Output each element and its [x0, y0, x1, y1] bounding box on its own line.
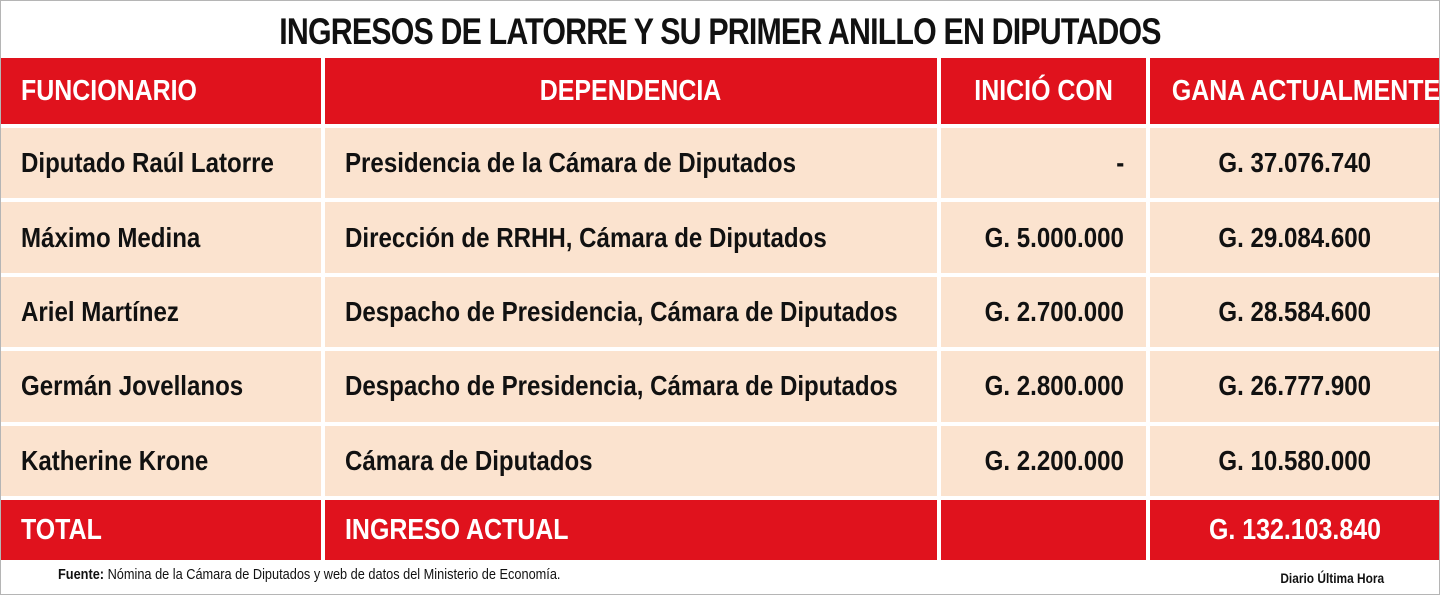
- source-label: Fuente:: [58, 566, 105, 583]
- cell-dependencia: Dirección de RRHH, Cámara de Diputados: [323, 200, 941, 277]
- cell-gana-actualmente: G. 37.076.740: [1148, 126, 1439, 203]
- column-header-funcionario: FUNCIONARIO: [1, 58, 325, 128]
- source-note: Fuente: Nómina de la Cámara de Diputados…: [58, 566, 560, 583]
- cell-funcionario: Katherine Krone: [1, 423, 325, 501]
- table-row: Diputado Raúl Latorre Presidencia de la …: [1, 126, 1439, 203]
- page-title: INGRESOS DE LATORRE Y SU PRIMER ANILLO E…: [279, 11, 1161, 52]
- total-dependencia: INGRESO ACTUAL: [323, 498, 941, 560]
- cell-inicio-con: G. 5.000.000: [939, 200, 1150, 277]
- column-header-gana-actualmente: GANA ACTUALMENTE: [1148, 58, 1439, 128]
- cell-funcionario: Ariel Martínez: [1, 274, 325, 352]
- table-row: Katherine Krone Cámara de Diputados G. 2…: [1, 423, 1439, 501]
- table-row: Germán Jovellanos Despacho de Presidenci…: [1, 349, 1439, 426]
- cell-dependencia: Despacho de Presidencia, Cámara de Diput…: [323, 274, 941, 352]
- cell-gana-actualmente: G. 26.777.900: [1148, 349, 1439, 426]
- publisher-credit: Diario Última Hora: [1280, 570, 1384, 586]
- cell-dependencia: Cámara de Diputados: [323, 423, 941, 501]
- cell-inicio-con: G. 2.200.000: [939, 423, 1150, 501]
- cell-inicio-con: G. 2.800.000: [939, 349, 1150, 426]
- cell-dependencia: Presidencia de la Cámara de Diputados: [323, 126, 941, 203]
- column-header-inicio-con: INICIÓ CON: [939, 58, 1150, 128]
- column-header-dependencia: DEPENDENCIA: [323, 58, 941, 128]
- cell-dependencia: Despacho de Presidencia, Cámara de Diput…: [323, 349, 941, 426]
- cell-inicio-con: G. 2.700.000: [939, 274, 1150, 352]
- cell-inicio-con: -: [939, 126, 1150, 203]
- cell-funcionario: Germán Jovellanos: [1, 349, 325, 426]
- total-label: TOTAL: [1, 498, 325, 560]
- table-row: Máximo Medina Dirección de RRHH, Cámara …: [1, 200, 1439, 277]
- table-header-row: FUNCIONARIO DEPENDENCIA INICIÓ CON GANA …: [1, 58, 1439, 128]
- cell-gana-actualmente: G. 28.584.600: [1148, 274, 1439, 352]
- table-row: Ariel Martínez Despacho de Presidencia, …: [1, 274, 1439, 352]
- total-row: TOTAL INGRESO ACTUAL G. 132.103.840: [1, 498, 1439, 560]
- cell-funcionario: Diputado Raúl Latorre: [1, 126, 325, 203]
- cell-funcionario: Máximo Medina: [1, 200, 325, 277]
- income-table: FUNCIONARIO DEPENDENCIA INICIÓ CON GANA …: [1, 58, 1439, 560]
- total-inicio-con: [939, 498, 1150, 560]
- cell-gana-actualmente: G. 29.084.600: [1148, 200, 1439, 277]
- cell-gana-actualmente: G. 10.580.000: [1148, 423, 1439, 501]
- source-text: Nómina de la Cámara de Diputados y web d…: [104, 566, 561, 583]
- total-value: G. 132.103.840: [1148, 498, 1439, 560]
